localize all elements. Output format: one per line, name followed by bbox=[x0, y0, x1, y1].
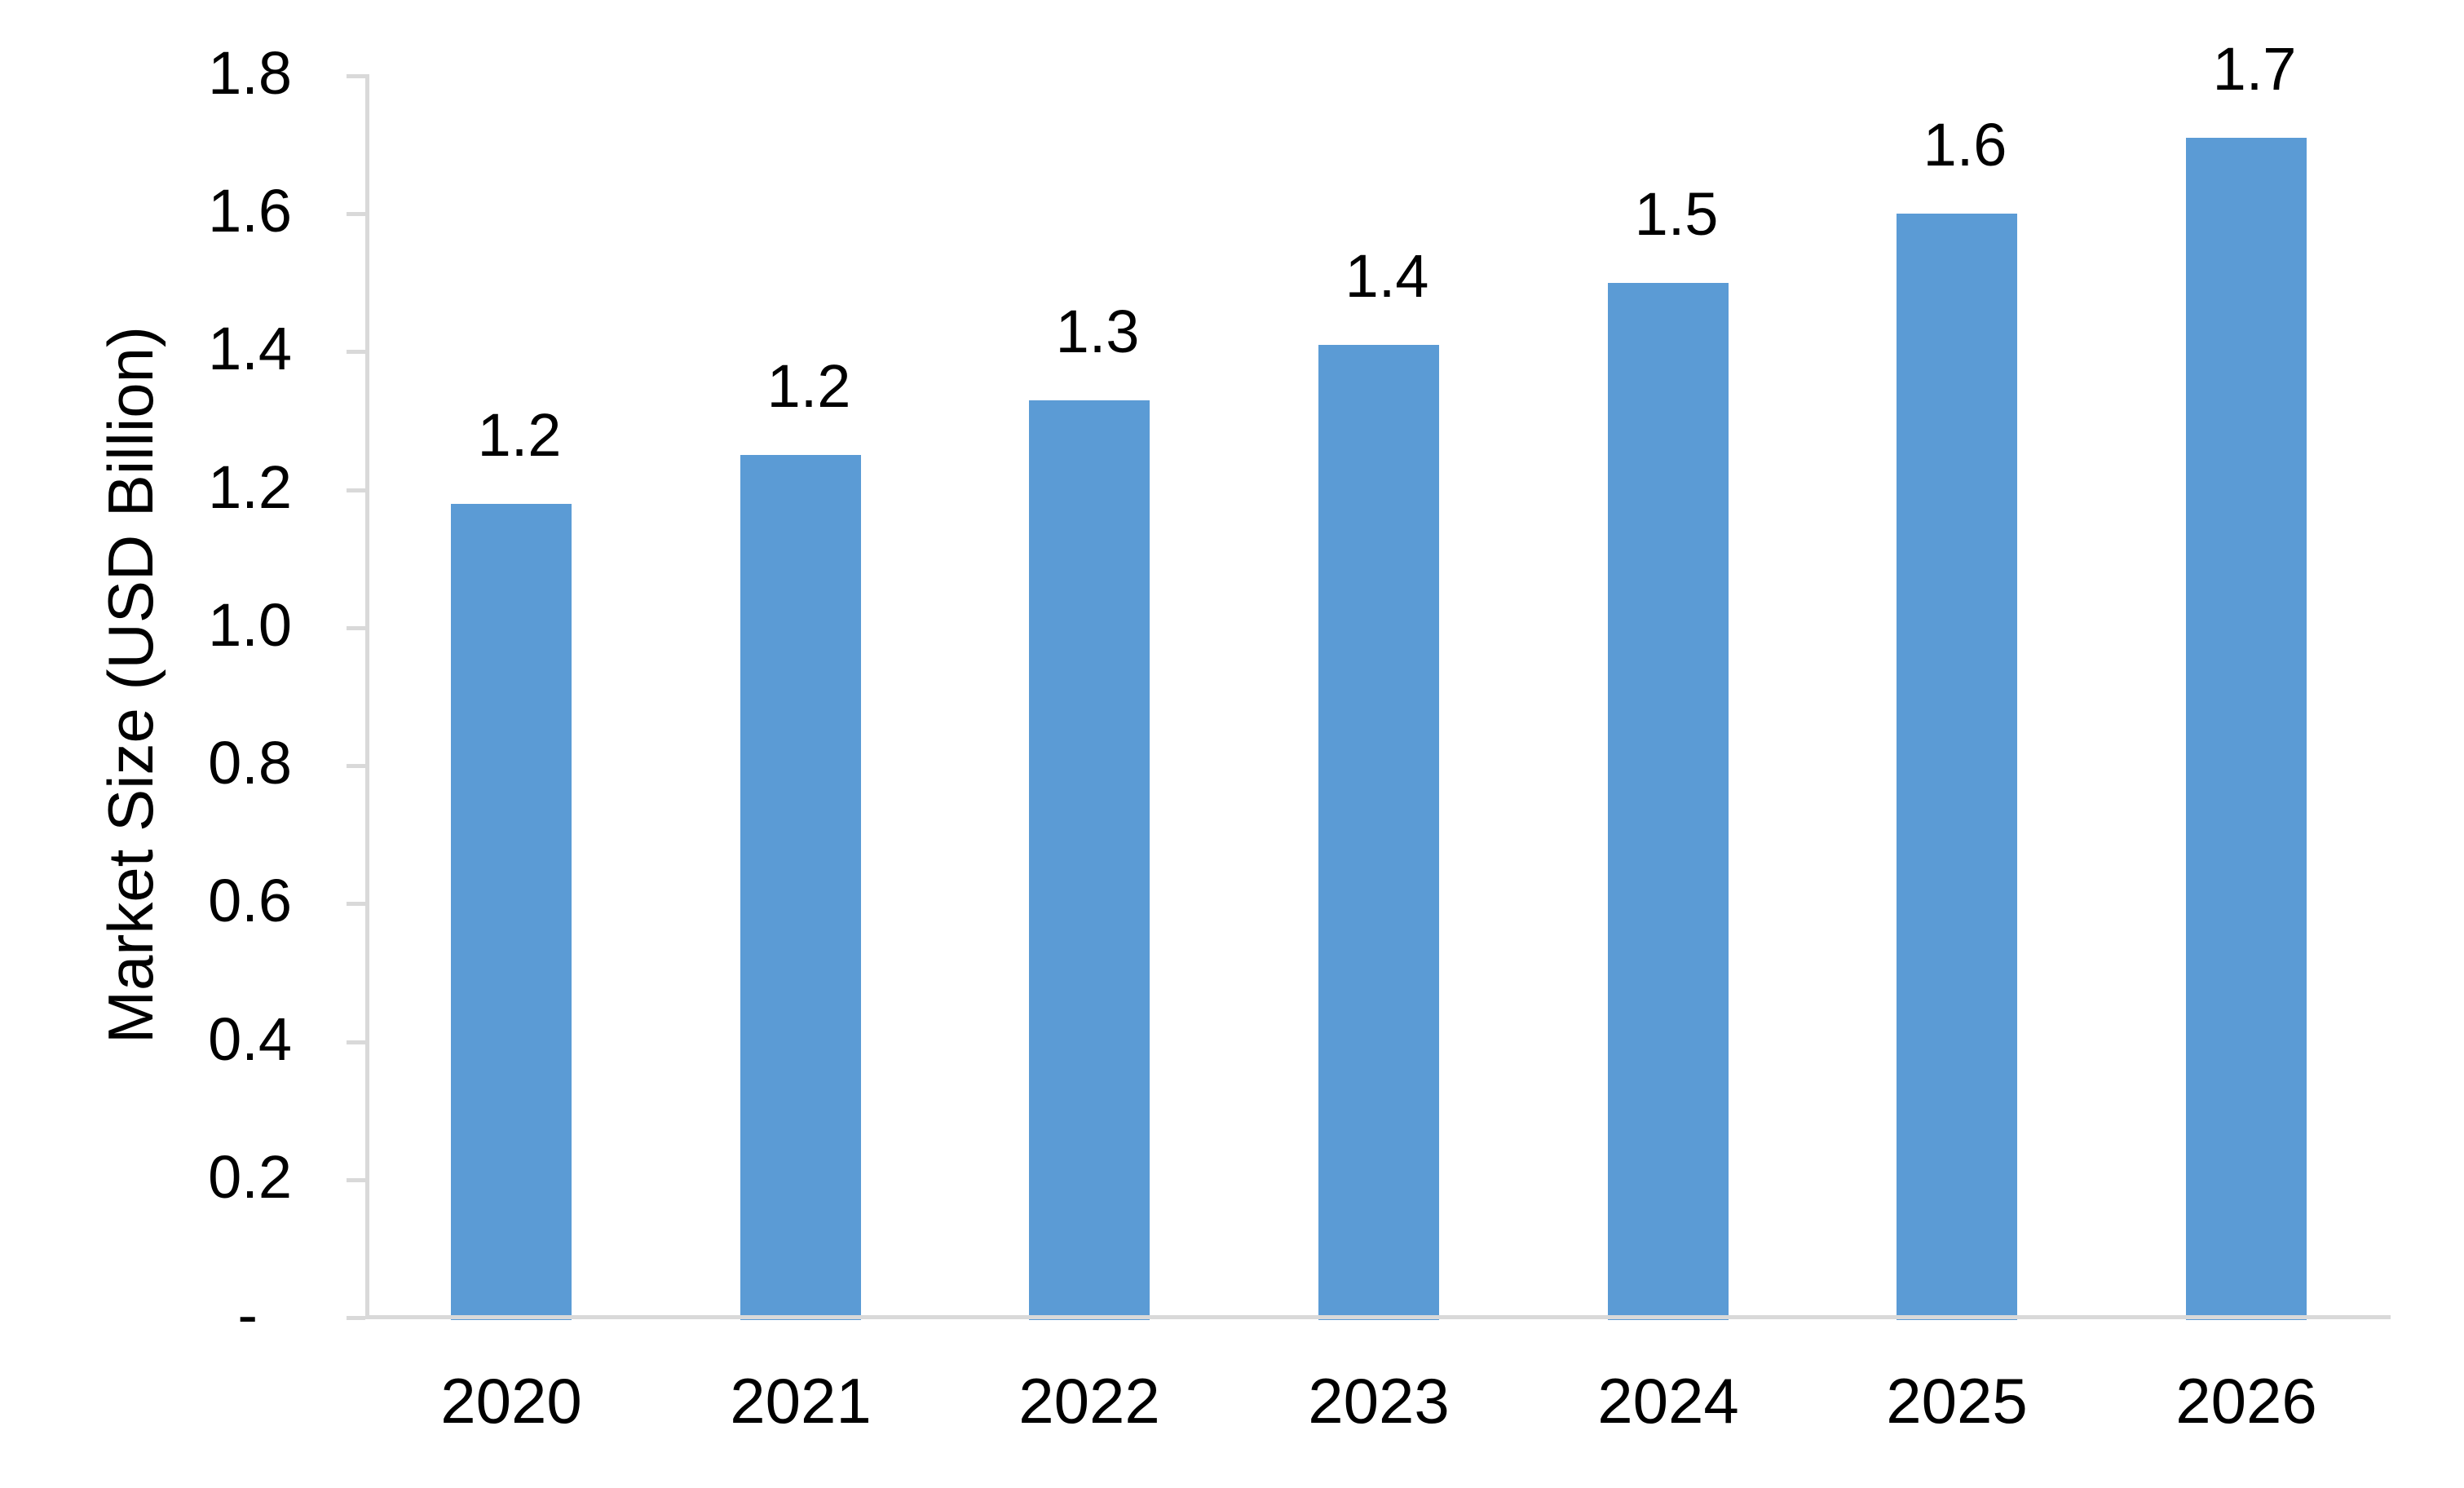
x-category-label: 2025 bbox=[1886, 1365, 2028, 1437]
bar bbox=[1897, 214, 2017, 1320]
x-category-label: 2021 bbox=[730, 1365, 872, 1437]
bar bbox=[451, 504, 572, 1320]
x-category-label: 2026 bbox=[2175, 1365, 2317, 1437]
y-tick bbox=[347, 212, 365, 216]
y-tick-label: 0.2 bbox=[208, 1143, 292, 1211]
y-tick bbox=[347, 350, 365, 354]
bar bbox=[1318, 345, 1439, 1320]
bar-value-label: 1.2 bbox=[477, 401, 562, 469]
y-tick-label: 1.8 bbox=[208, 39, 292, 107]
y-tick-label: 1.2 bbox=[208, 453, 292, 521]
y-tick-label: 1.4 bbox=[208, 315, 292, 382]
y-tick-label: 0.4 bbox=[208, 1005, 292, 1073]
x-category-label: 2023 bbox=[1308, 1365, 1450, 1437]
bar-value-label: 1.4 bbox=[1345, 242, 1429, 310]
y-tick bbox=[347, 74, 365, 78]
y-tick-label: 0.8 bbox=[208, 729, 292, 797]
y-tick bbox=[347, 1040, 365, 1044]
y-tick bbox=[347, 626, 365, 630]
y-axis-line bbox=[365, 74, 369, 1319]
bar bbox=[1608, 283, 1729, 1320]
bar-value-label: 1.3 bbox=[1055, 298, 1140, 365]
bar bbox=[1029, 400, 1150, 1320]
x-category-label: 2020 bbox=[440, 1365, 582, 1437]
y-tick bbox=[347, 488, 365, 492]
y-tick-label: 1.0 bbox=[208, 591, 292, 659]
x-axis-line bbox=[365, 1315, 2391, 1319]
x-category-label: 2022 bbox=[1018, 1365, 1160, 1437]
y-tick-label: 1.6 bbox=[208, 177, 292, 245]
bar-value-label: 1.2 bbox=[766, 352, 851, 420]
y-tick bbox=[347, 1178, 365, 1182]
y-tick bbox=[347, 764, 365, 768]
y-tick-label: - bbox=[237, 1281, 258, 1349]
bar-value-label: 1.6 bbox=[1923, 111, 2007, 179]
bar bbox=[2186, 138, 2307, 1320]
bar-value-label: 1.5 bbox=[1634, 180, 1719, 248]
x-category-label: 2024 bbox=[1597, 1365, 1739, 1437]
bar bbox=[740, 455, 861, 1320]
bar-value-label: 1.7 bbox=[2212, 35, 2297, 103]
y-tick bbox=[347, 902, 365, 906]
y-tick bbox=[347, 1316, 365, 1320]
y-tick-label: 0.6 bbox=[208, 867, 292, 934]
